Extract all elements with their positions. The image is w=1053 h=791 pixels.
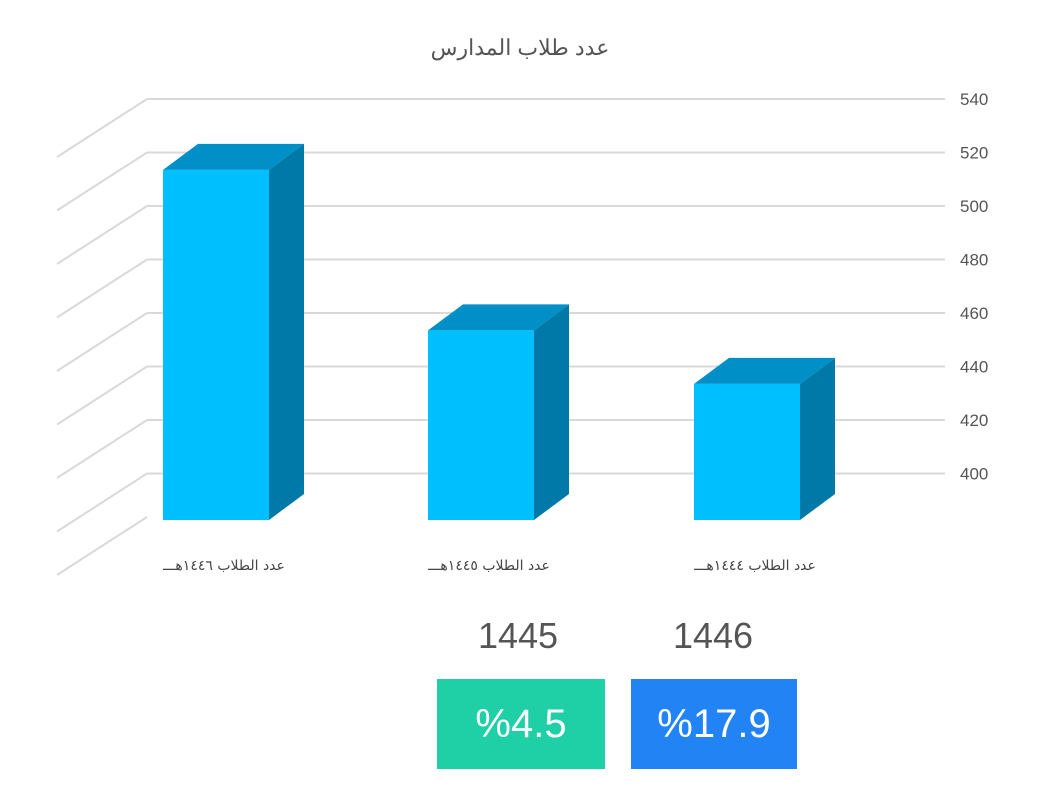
y-tick-label: 400 — [960, 465, 988, 484]
bar-top — [428, 304, 569, 331]
bar-front — [428, 330, 534, 520]
y-tick-label: 460 — [960, 304, 988, 323]
x-tick-label: عدد الطلاب ١٤٤٥هـــ — [427, 558, 550, 574]
bar-top — [163, 143, 304, 170]
gridline-depth — [56, 365, 148, 426]
gridline-depth — [56, 151, 148, 212]
gridline-depth — [56, 205, 148, 265]
gridline-depth — [56, 516, 148, 576]
x-tick-label: عدد الطلاب ١٤٤٤هـــ — [693, 558, 816, 574]
y-tick-label: 480 — [960, 251, 988, 270]
gridline-depth — [56, 98, 148, 158]
stat-year-1445: 1445 — [477, 615, 559, 656]
stat-percent-1446: %17.9 — [631, 679, 797, 769]
gridline-depth — [56, 472, 148, 533]
y-tick-label: 440 — [960, 358, 988, 377]
gridline-depth — [56, 419, 148, 479]
bar-side — [800, 357, 835, 520]
bar — [428, 304, 569, 520]
bar-front — [694, 383, 800, 520]
bar-front — [163, 169, 269, 520]
bar — [163, 143, 304, 520]
bar-side — [534, 304, 569, 520]
chart-title: عدد طلاب المدارس — [431, 35, 610, 61]
gridline-depth — [56, 312, 148, 372]
gridline-depth — [56, 258, 148, 319]
bar-side — [269, 143, 304, 520]
y-tick-label: 500 — [960, 197, 988, 216]
stat-year-1446: 1446 — [672, 615, 754, 656]
y-tick-label: 520 — [960, 144, 988, 163]
bar-chart: عدد طلاب المدارس 400 420 440 460 480 500 520 54… — [56, 35, 988, 576]
y-tick-label: 540 — [960, 90, 988, 109]
bar-top — [694, 357, 835, 384]
y-tick-label: 420 — [960, 411, 988, 430]
x-tick-label: عدد الطلاب ١٤٤٦هـــ — [162, 558, 285, 574]
stat-percent-1445: %4.5 — [437, 679, 605, 769]
bar — [694, 357, 835, 520]
